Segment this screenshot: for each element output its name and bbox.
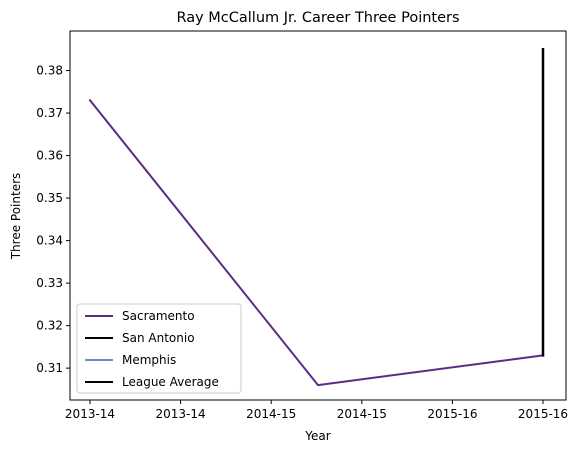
y-tick-label: 0.33 xyxy=(36,276,63,290)
legend-label-league-average: League Average xyxy=(122,375,219,389)
x-tick-label: 2013-14 xyxy=(156,407,206,421)
y-tick-label: 0.32 xyxy=(36,319,63,333)
y-tick-label: 0.31 xyxy=(36,361,63,375)
chart-title: Ray McCallum Jr. Career Three Pointers xyxy=(176,10,459,26)
x-axis-label: Year xyxy=(304,429,330,443)
y-axis-label: Three Pointers xyxy=(9,173,23,261)
y-axis: 0.31 0.32 0.33 0.34 0.35 0.36 0.37 0.38 xyxy=(36,64,70,375)
x-tick-label: 2014-15 xyxy=(337,407,387,421)
legend-label-memphis: Memphis xyxy=(122,353,176,367)
plot-frame xyxy=(69,30,567,401)
x-tick-label: 2015-16 xyxy=(427,407,477,421)
x-tick-label: 2013-14 xyxy=(65,407,115,421)
legend-box xyxy=(76,303,242,394)
legend: Sacramento San Antonio Memphis League Avera… xyxy=(76,303,242,394)
legend-label-sacramento: Sacramento xyxy=(122,309,195,323)
y-tick-label: 0.34 xyxy=(36,234,63,248)
legend-label-san-antonio: San Antonio xyxy=(122,331,195,345)
plot-border xyxy=(69,30,567,401)
x-tick-label: 2014-15 xyxy=(246,407,296,421)
y-tick-label: 0.38 xyxy=(36,64,63,78)
y-tick-label: 0.37 xyxy=(36,106,63,120)
x-axis: 2013-14 2013-14 2014-15 2014-15 2015-16 2015-… xyxy=(65,400,568,421)
series-layer xyxy=(88,48,545,387)
y-tick-label: 0.35 xyxy=(36,191,63,205)
x-tick-label: 2015-16 xyxy=(518,407,568,421)
series-line-sacramento xyxy=(88,98,545,387)
y-tick-label: 0.36 xyxy=(36,149,63,163)
